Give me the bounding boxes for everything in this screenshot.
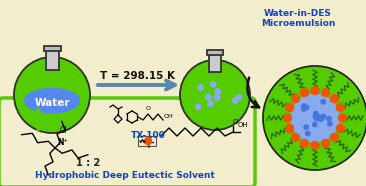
Text: Water: Water xyxy=(34,98,70,108)
Circle shape xyxy=(292,94,299,102)
Circle shape xyxy=(330,133,339,141)
Text: N⁺: N⁺ xyxy=(57,138,67,147)
Circle shape xyxy=(306,131,310,136)
Circle shape xyxy=(145,137,152,145)
Circle shape xyxy=(339,114,347,122)
Circle shape xyxy=(195,104,201,110)
Text: OH: OH xyxy=(238,122,249,128)
Circle shape xyxy=(232,98,238,103)
Circle shape xyxy=(320,116,324,121)
Text: +: + xyxy=(141,134,155,152)
Circle shape xyxy=(180,60,250,130)
Text: 1 : 2: 1 : 2 xyxy=(76,158,100,168)
Circle shape xyxy=(215,89,220,94)
Circle shape xyxy=(314,116,318,121)
Circle shape xyxy=(208,101,213,107)
Circle shape xyxy=(214,94,220,100)
Text: Cl⁻: Cl⁻ xyxy=(60,126,71,135)
Circle shape xyxy=(313,115,318,119)
Text: TX-100: TX-100 xyxy=(131,131,165,140)
Circle shape xyxy=(285,103,294,111)
Circle shape xyxy=(198,85,203,90)
Circle shape xyxy=(263,66,366,170)
Circle shape xyxy=(236,94,242,100)
Circle shape xyxy=(285,124,294,132)
Text: O: O xyxy=(233,119,238,125)
Text: Hydrophobic Deep Eutectic Solvent: Hydrophobic Deep Eutectic Solvent xyxy=(35,171,215,180)
Circle shape xyxy=(321,139,329,147)
Circle shape xyxy=(311,142,319,150)
Bar xyxy=(45,50,59,70)
Circle shape xyxy=(328,122,332,126)
Circle shape xyxy=(317,115,321,119)
Circle shape xyxy=(206,94,211,100)
Circle shape xyxy=(311,86,319,94)
Circle shape xyxy=(210,82,216,87)
Circle shape xyxy=(336,103,344,111)
Text: T = 298.15 K: T = 298.15 K xyxy=(101,71,176,81)
Circle shape xyxy=(304,125,308,129)
Text: OH: OH xyxy=(164,114,174,119)
Circle shape xyxy=(300,139,309,147)
FancyBboxPatch shape xyxy=(0,98,255,186)
Circle shape xyxy=(313,122,317,127)
Circle shape xyxy=(292,133,299,141)
Circle shape xyxy=(321,89,329,97)
Text: Microemulsion: Microemulsion xyxy=(261,20,335,28)
Circle shape xyxy=(318,117,323,121)
Bar xyxy=(207,50,223,55)
Circle shape xyxy=(14,57,90,133)
Bar xyxy=(44,46,60,51)
Circle shape xyxy=(330,94,339,102)
Circle shape xyxy=(321,100,325,104)
Text: O: O xyxy=(146,106,151,111)
Circle shape xyxy=(214,95,220,101)
Circle shape xyxy=(284,114,291,122)
Ellipse shape xyxy=(25,89,79,113)
Circle shape xyxy=(304,105,309,110)
Circle shape xyxy=(302,104,306,108)
Circle shape xyxy=(302,107,306,111)
Circle shape xyxy=(314,111,318,116)
Circle shape xyxy=(300,89,309,97)
Text: Water-in-DES: Water-in-DES xyxy=(264,9,332,18)
Circle shape xyxy=(327,117,331,121)
Bar xyxy=(209,54,221,72)
Circle shape xyxy=(291,94,339,142)
Circle shape xyxy=(336,124,344,132)
Circle shape xyxy=(321,114,326,119)
